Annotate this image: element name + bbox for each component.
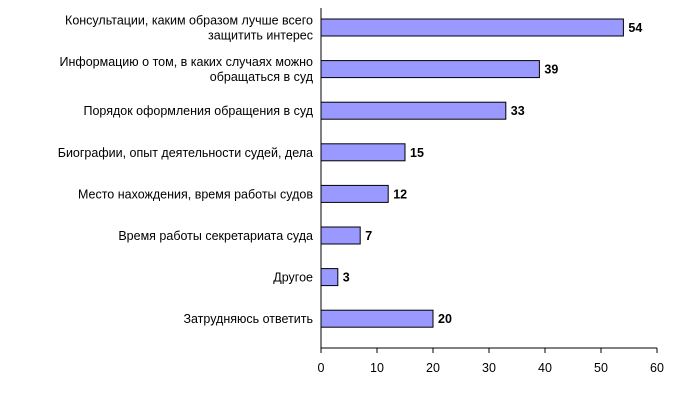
bar-6 bbox=[320, 268, 339, 287]
x-tick-label-5: 50 bbox=[594, 361, 608, 375]
x-tick-label-2: 20 bbox=[426, 361, 440, 375]
value-label-5: 7 bbox=[365, 229, 372, 243]
value-label-4: 12 bbox=[393, 187, 407, 201]
bar-0 bbox=[320, 18, 624, 37]
category-label-4: Место нахождения, время работы судов bbox=[78, 187, 313, 201]
value-label-6: 3 bbox=[343, 271, 350, 285]
category-label-3: Биографии, опыт деятельности судей, дела bbox=[58, 146, 313, 160]
category-labels: Консультации, каким образом лучше всего з… bbox=[58, 14, 314, 327]
x-tick-label-6: 60 bbox=[650, 361, 664, 375]
bars-layer: 54 39 33 15 12 7 3 20 bbox=[320, 18, 642, 328]
bar-3 bbox=[320, 143, 406, 162]
bar-1 bbox=[320, 60, 540, 79]
bar-7 bbox=[320, 309, 434, 328]
bar-5 bbox=[320, 226, 361, 245]
bar-4 bbox=[320, 184, 389, 203]
category-label-0: Консультации, каким образом лучше всего з… bbox=[65, 14, 313, 43]
bar-2 bbox=[320, 101, 507, 120]
category-label-2: Порядок оформления обращения в суд bbox=[83, 104, 313, 118]
x-axis: 0 10 20 30 40 50 60 bbox=[318, 8, 664, 375]
category-label-7: Затрудняюсь ответить bbox=[183, 312, 313, 326]
x-tick-label-4: 40 bbox=[538, 361, 552, 375]
x-tick-label-1: 10 bbox=[370, 361, 384, 375]
value-label-7: 20 bbox=[438, 312, 452, 326]
value-label-2: 33 bbox=[511, 104, 525, 118]
category-label-6: Другое bbox=[273, 271, 313, 285]
value-label-1: 39 bbox=[544, 63, 558, 77]
value-label-3: 15 bbox=[410, 146, 424, 160]
x-tick-label-3: 30 bbox=[482, 361, 496, 375]
x-tick-label-0: 0 bbox=[318, 361, 325, 375]
category-label-5: Время работы секретариата суда bbox=[118, 229, 313, 243]
category-label-1: Информацию о том, в каких случаях можно о… bbox=[60, 55, 314, 84]
value-label-0: 54 bbox=[628, 21, 642, 35]
